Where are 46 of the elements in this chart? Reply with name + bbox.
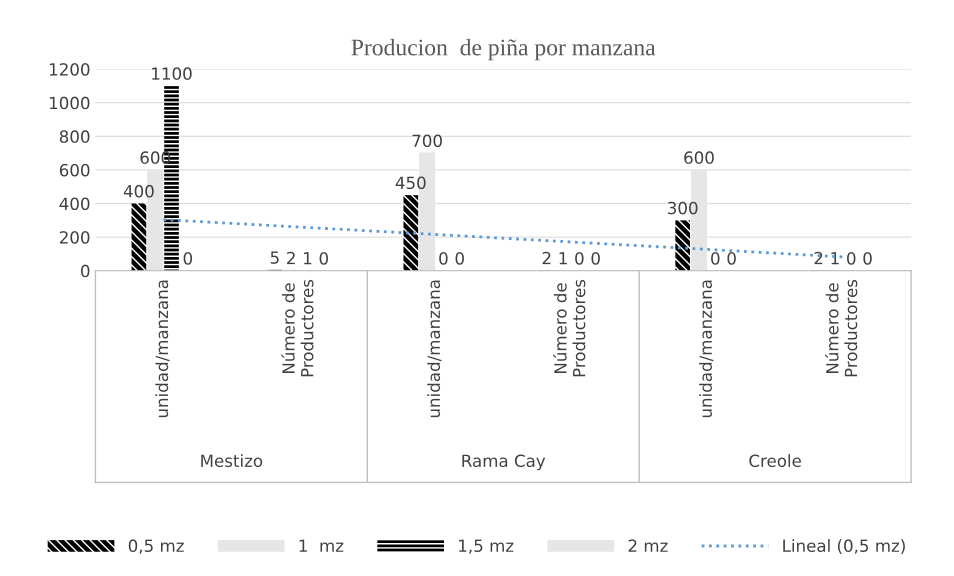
data-label: 0 [456, 252, 464, 265]
data-label: 0 [320, 252, 328, 265]
legend-label: Lineal (0,5 mz) [783, 539, 905, 554]
data-label: 1 [304, 252, 312, 264]
x-tick-label: Número de Productores [825, 280, 858, 376]
data-label: 600 [684, 151, 714, 164]
legend-label: 0,5 mz [128, 539, 184, 554]
data-label: 0 [591, 252, 600, 265]
data-label: 600 [140, 151, 170, 164]
x-tick-label: unidad/manzana [155, 280, 170, 418]
x-tick-label: Número de Productores [281, 280, 314, 376]
text: Creole [749, 454, 801, 468]
data-label: 1 [831, 252, 839, 264]
text: Rama Cay [462, 454, 546, 470]
chart-title: Producion de piña por manzana [351, 38, 656, 60]
data-label: 2 [287, 252, 295, 264]
data-label: 2 [814, 252, 822, 264]
y-tick-label: 0 [81, 264, 90, 278]
data-label: 400 [124, 184, 154, 198]
legend-label: 1,5 mz [459, 540, 514, 554]
legend-label: 2 mz [628, 539, 668, 552]
x-tick-label: unidad/manzana [699, 280, 714, 418]
y-tick-label: 800 [60, 130, 90, 143]
data-label: 0 [184, 252, 192, 265]
y-tick-label: 1200 [50, 63, 90, 76]
data-label: 0 [711, 252, 720, 265]
y-tick-label: 200 [60, 231, 90, 244]
data-label: 300 [668, 202, 698, 214]
y-tick-label: 1000 [50, 96, 90, 110]
legend-label: 1 mz [300, 540, 344, 552]
data-label: 1 [560, 252, 567, 264]
data-label: 2 [542, 252, 550, 264]
data-label: 0 [727, 252, 736, 265]
y-tick-label: 600 [60, 164, 90, 176]
data-label: 1100 [152, 67, 192, 80]
data-label: 5 [270, 251, 279, 264]
x-tick-label: Número de Productores [553, 280, 586, 376]
data-label: 0 [439, 252, 448, 265]
data-label: 700 [412, 134, 442, 148]
data-label: 450 [396, 176, 426, 190]
data-label: 0 [863, 252, 872, 265]
y-tick-label: 400 [60, 197, 90, 210]
data-label: 0 [575, 252, 584, 265]
text: Mestizo [201, 454, 262, 468]
x-tick-label: unidad/manzana [427, 280, 442, 418]
data-label: 0 [847, 252, 856, 265]
